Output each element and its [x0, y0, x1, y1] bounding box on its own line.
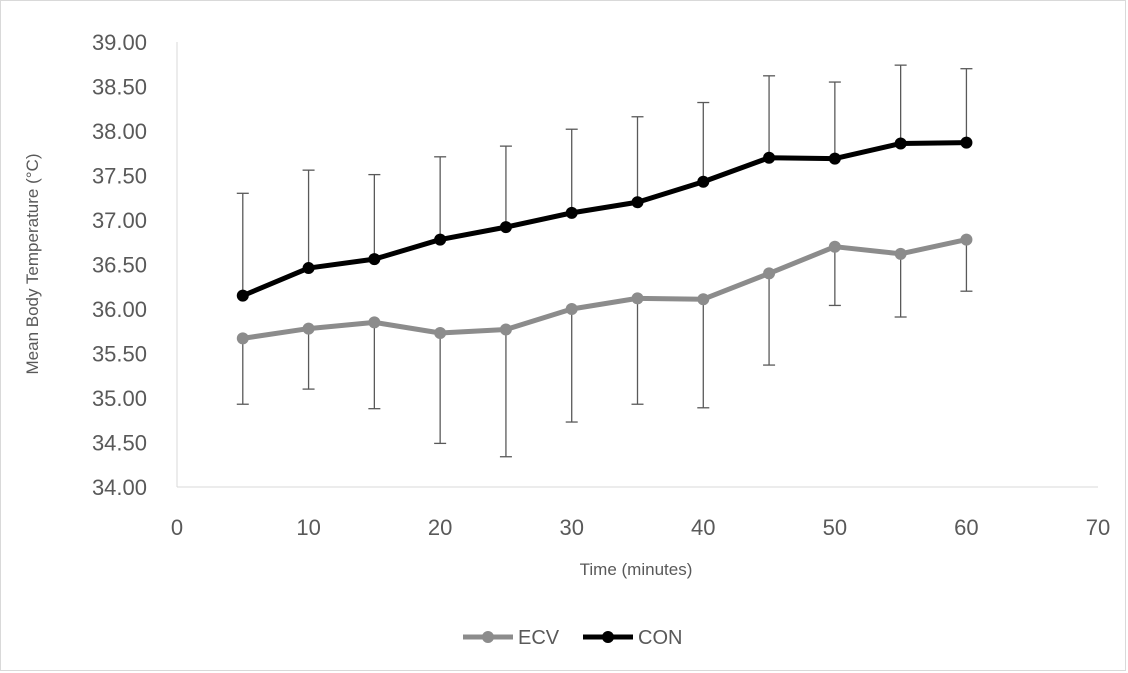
- y-tick-label: 39.00: [92, 30, 147, 55]
- series-layer: [236, 136, 973, 345]
- y-tick-label: 34.00: [92, 475, 147, 500]
- data-point-con: [302, 262, 315, 275]
- data-point-ecv: [894, 247, 907, 260]
- y-axis-title: Mean Body Temperature (°C): [23, 154, 42, 375]
- legend-label-con: CON: [638, 627, 682, 649]
- data-point-con: [697, 175, 710, 188]
- x-tick-label: 0: [171, 515, 183, 540]
- series-line-con: [240, 140, 969, 299]
- data-point-con: [236, 289, 249, 302]
- data-point-ecv: [697, 293, 710, 306]
- error-bars: [236, 64, 973, 458]
- x-tick-label: 30: [559, 515, 583, 540]
- data-point-con: [960, 136, 973, 149]
- data-point-con: [565, 206, 578, 219]
- data-point-ecv: [763, 267, 776, 280]
- data-point-con: [894, 137, 907, 150]
- data-point-con: [763, 151, 776, 164]
- axes: [176, 42, 1098, 488]
- y-tick-label: 37.50: [92, 164, 147, 189]
- legend-marker-con: [602, 631, 614, 643]
- x-tick-label: 70: [1086, 515, 1110, 540]
- x-tick-label: 60: [954, 515, 978, 540]
- x-tick-label: 20: [428, 515, 452, 540]
- data-point-ecv: [434, 327, 447, 340]
- y-tick-label: 34.50: [92, 431, 147, 456]
- y-tick-label: 35.50: [92, 342, 147, 367]
- legend-marker-ecv: [482, 631, 494, 643]
- y-tick-label: 37.00: [92, 208, 147, 233]
- x-tick-label: 40: [691, 515, 715, 540]
- data-point-ecv: [565, 303, 578, 315]
- data-point-con: [631, 196, 644, 209]
- data-point-con: [368, 253, 381, 266]
- x-axis-title: Time (minutes): [580, 560, 693, 579]
- data-point-con: [828, 152, 841, 165]
- y-tick-label: 38.50: [92, 75, 147, 100]
- data-point-con: [499, 221, 512, 234]
- x-tick-label: 10: [296, 515, 320, 540]
- series-line-ecv: [240, 237, 969, 341]
- data-point-ecv: [302, 322, 315, 335]
- legend-label-ecv: ECV: [518, 627, 560, 649]
- data-point-ecv: [236, 332, 249, 345]
- x-tick-label: 50: [823, 515, 847, 540]
- legend-entry-ecv: ECV: [463, 627, 560, 649]
- data-point-ecv: [368, 316, 381, 329]
- legend-entry-con: CON: [583, 627, 682, 649]
- x-tick-labels: 0 10 20 30 40 50 60 70: [171, 515, 1110, 540]
- legend: ECV CON: [463, 627, 682, 649]
- y-tick-labels: 34.00 34.50 35.00 35.50 36.00 36.50 37.00 37.50…: [92, 30, 147, 500]
- data-point-con: [434, 233, 447, 246]
- data-point-ecv: [631, 292, 644, 305]
- y-tick-label: 36.50: [92, 253, 147, 278]
- data-point-ecv: [960, 233, 973, 246]
- data-point-ecv: [828, 240, 841, 253]
- data-point-ecv: [499, 323, 512, 336]
- y-tick-label: 38.00: [92, 119, 147, 144]
- y-tick-label: 36.00: [92, 297, 147, 322]
- y-tick-label: 35.00: [92, 386, 147, 411]
